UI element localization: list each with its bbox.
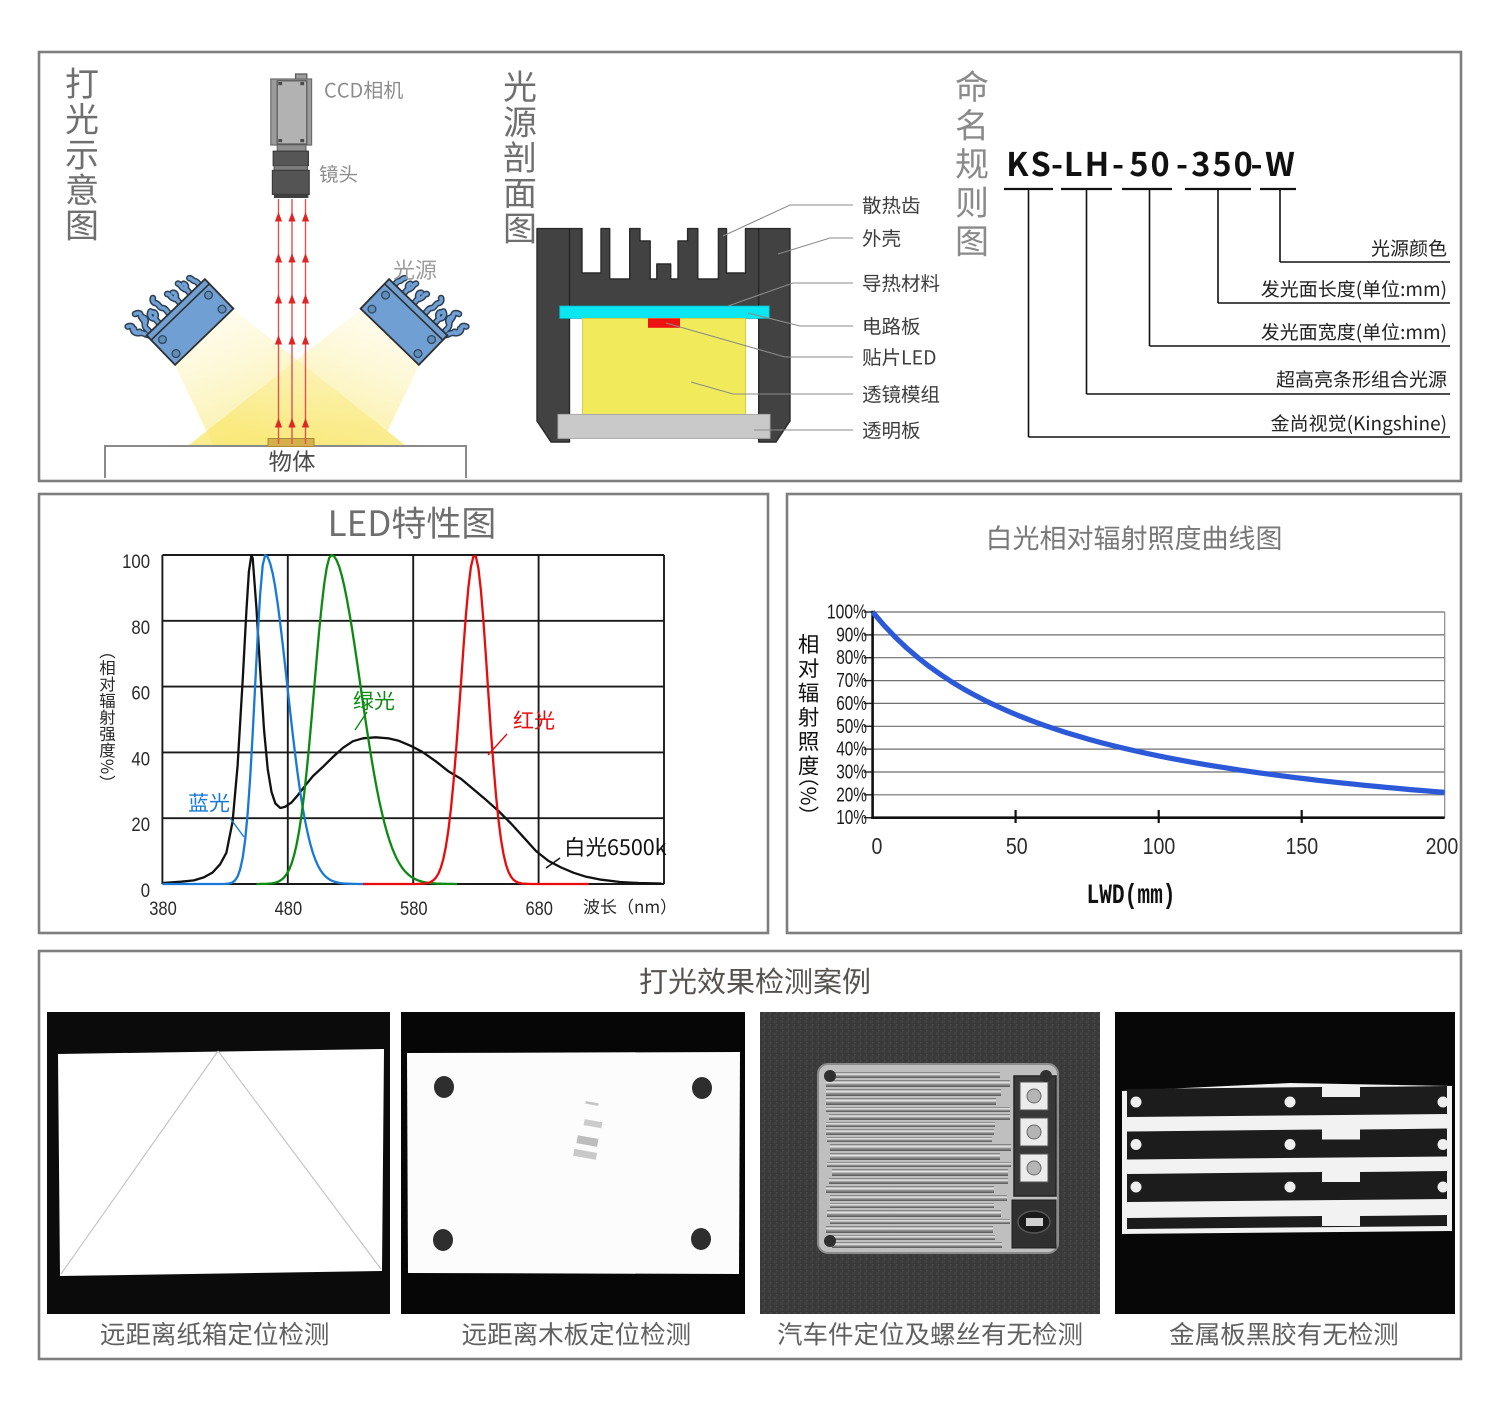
svg-text:50%: 50% [836, 716, 867, 738]
svg-text:70%: 70% [836, 670, 867, 692]
svg-text:580: 580 [400, 899, 428, 920]
svg-text:380: 380 [149, 899, 177, 920]
svg-text:80%: 80% [836, 647, 867, 669]
svg-text:100: 100 [1143, 833, 1176, 859]
svg-text:200: 200 [1426, 833, 1459, 859]
svg-text:150: 150 [1285, 833, 1318, 859]
svg-text:60: 60 [131, 684, 150, 705]
svg-text:60%: 60% [836, 693, 867, 715]
svg-text:80: 80 [131, 618, 150, 639]
svg-text:0: 0 [141, 881, 150, 902]
svg-text:40: 40 [131, 749, 150, 770]
svg-text:100%: 100% [827, 602, 867, 624]
svg-text:480: 480 [275, 899, 303, 920]
svg-text:20%: 20% [836, 784, 867, 806]
svg-text:100: 100 [122, 552, 150, 573]
svg-text:10%: 10% [836, 807, 867, 829]
svg-text:40%: 40% [836, 739, 867, 761]
svg-text:680: 680 [525, 899, 553, 920]
svg-text:30%: 30% [836, 762, 867, 784]
svg-text:LWD(mm): LWD(mm) [1087, 881, 1176, 912]
svg-text:20: 20 [131, 815, 150, 836]
svg-text:90%: 90% [836, 624, 867, 646]
svg-text:50: 50 [1006, 833, 1028, 859]
svg-text:0: 0 [872, 833, 883, 859]
